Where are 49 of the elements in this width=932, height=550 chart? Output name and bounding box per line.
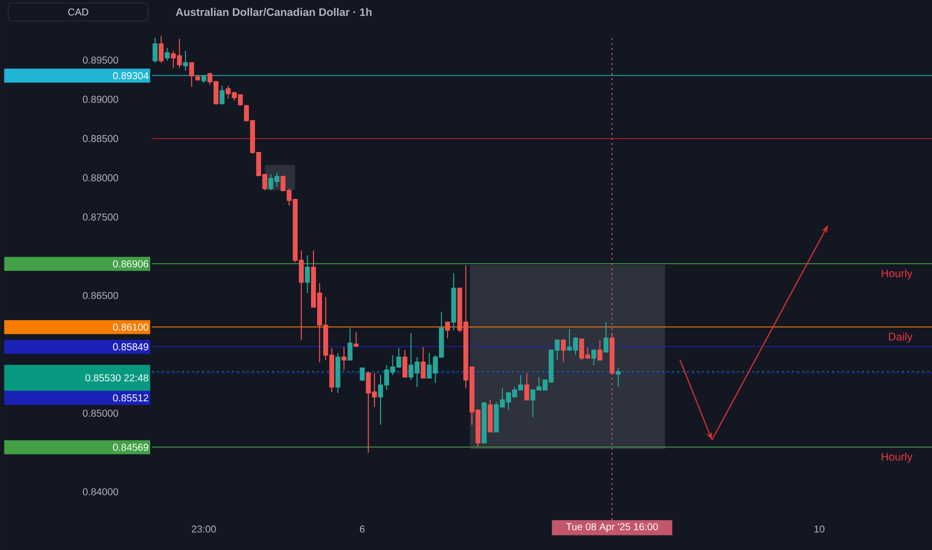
y-tick-label: 0.85000 [82,410,118,417]
x-tick-label: 10 [814,526,824,533]
x-tick-label: Tue 08 Apr '25 16:00 [566,523,658,532]
candlestick [591,350,596,366]
y-tick-label: 0.88500 [82,135,118,142]
candlestick [158,35,164,64]
candlestick [604,322,608,353]
ref-line-label: 0.86906 [113,260,148,268]
candlestick [560,340,566,363]
candlestick [354,332,359,348]
ref-line-label: 0.85530 22:48 [85,374,148,382]
candlestick [183,50,188,72]
candlestick [348,328,353,361]
candlestick [304,254,310,294]
candlestick [164,47,170,62]
candlestick [335,352,340,394]
candlestick [445,322,450,339]
annotation: Daily [889,332,912,343]
ref-line-label: 0.86100 [113,324,148,331]
y-tick-label: 0.87500 [82,214,118,221]
candlestick [420,346,426,379]
candlestick [524,372,530,400]
ref-line-label: 0.85849 [113,343,148,350]
x-tick-label: 6 [360,526,365,533]
x-tick-label: 23:00 [192,526,216,533]
y-tick-label: 0.86500 [82,292,118,300]
y-tick-label: 0.89000 [82,96,118,103]
candlestick [610,332,615,376]
annotation: Hourly [882,269,912,280]
ref-line-label: 0.84569 [113,444,148,451]
annotation: Hourly [882,452,912,463]
y-tick-label: 0.84000 [82,488,118,496]
candlestick [189,62,194,88]
candlestick [220,85,225,106]
ref-line-label: 0.89304 [113,72,148,80]
candlestick [616,368,621,388]
y-tick-label: 0.88000 [82,174,118,182]
text: CAD [68,8,88,16]
candlestick [402,350,408,378]
candlestick [201,74,206,84]
ref-line-label: 0.85512 [113,394,148,402]
y-tick-label: 0.89500 [82,56,118,64]
candlestick [342,346,346,371]
candlestick [152,37,158,64]
candlestick [195,74,200,82]
chart-title: Australian Dollar/Canadian Dollar · 1h [176,8,372,16]
candlestick [597,340,602,361]
candlestick [451,272,456,331]
candlestick [482,401,487,444]
